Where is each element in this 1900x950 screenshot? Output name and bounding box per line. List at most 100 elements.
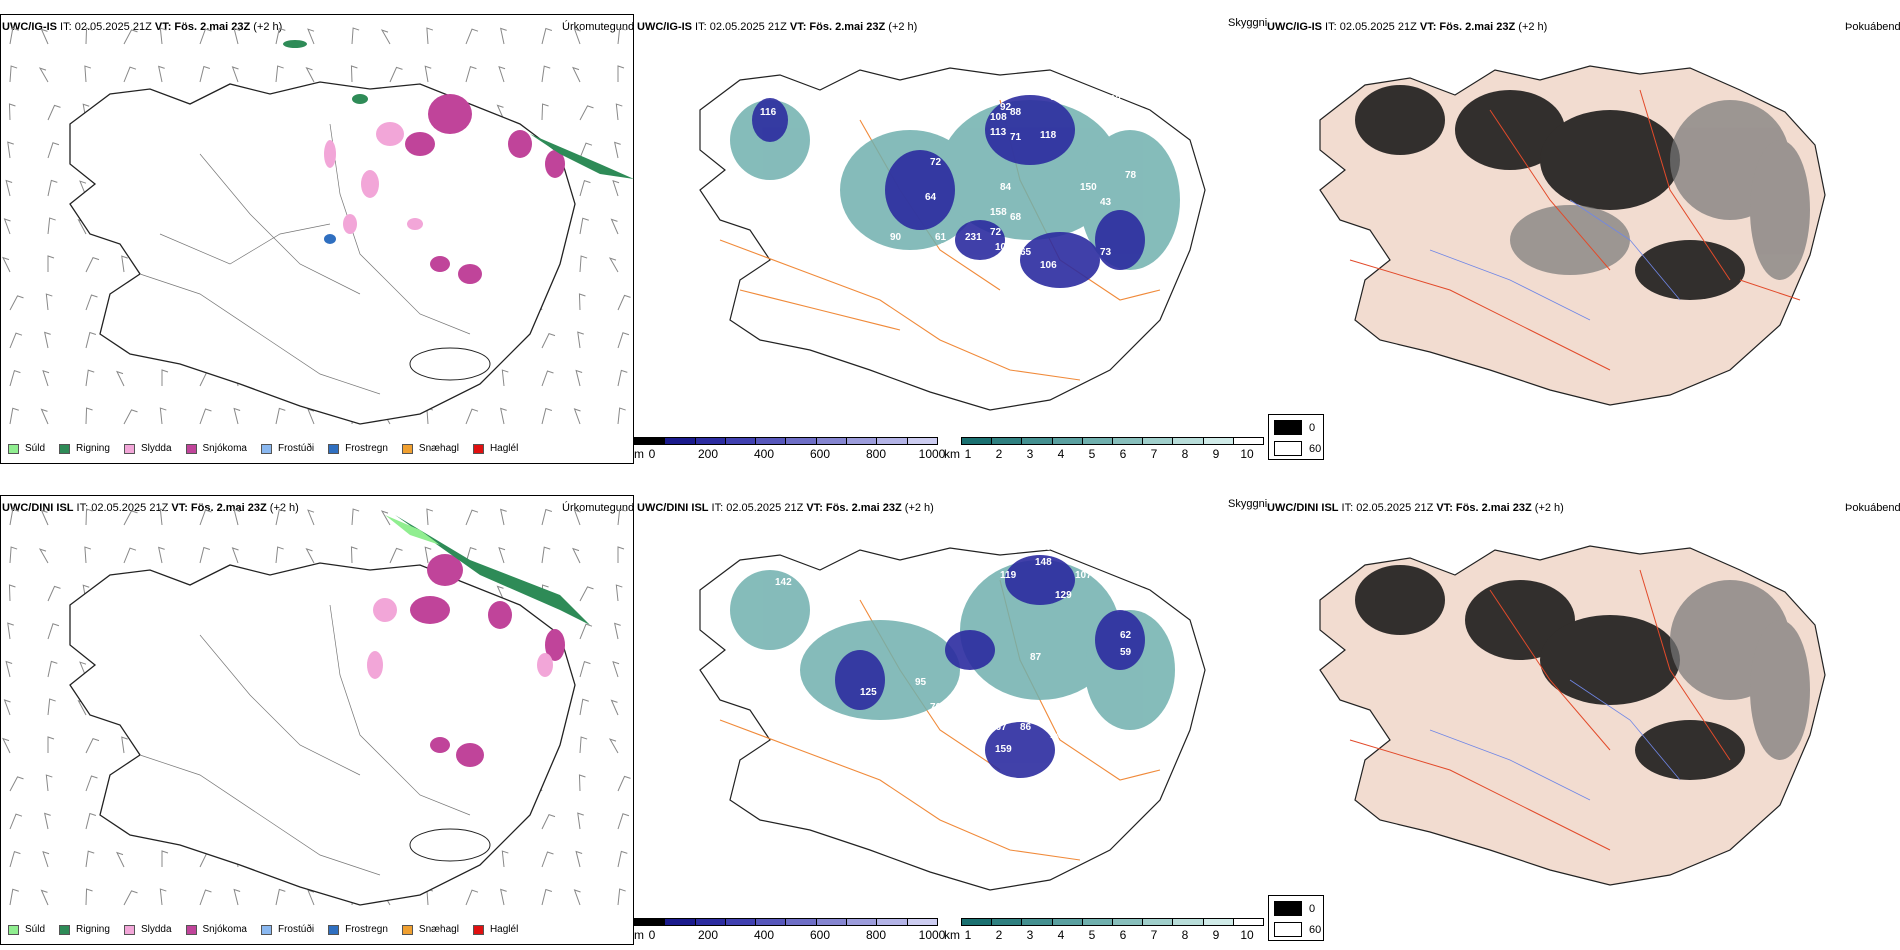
- row2-fog-header: UWC/DINI ISL IT: 02.05.2025 21Z VT: Fös.…: [1267, 502, 1564, 514]
- cloudbase-label: 97: [770, 82, 782, 93]
- wind-barb: [578, 293, 586, 311]
- wind-barb: [610, 699, 619, 716]
- cloudbase-label: 108: [990, 112, 1007, 123]
- cloudbase-label: 90: [890, 232, 902, 243]
- wind-barb: [500, 508, 507, 526]
- wind-barb: [47, 104, 61, 121]
- wind-barb: [123, 29, 138, 45]
- wind-barb: [614, 622, 621, 640]
- legend-swatch: [59, 443, 71, 454]
- wind-barb: [9, 888, 19, 906]
- fog-key-row2: 0 60: [1268, 895, 1324, 941]
- wind-barb: [465, 65, 477, 83]
- cloudbase-label: 73: [1085, 94, 1097, 105]
- legend-label: Rigning: [76, 443, 110, 454]
- colorbar-tick: 9: [1212, 447, 1220, 461]
- wind-barb: [79, 180, 87, 197]
- wind-barb: [617, 850, 628, 868]
- field-title-cloud-2: Skyggni: [1228, 498, 1268, 510]
- wind-barb: [2, 737, 11, 754]
- colorbar-cells: [961, 918, 1264, 926]
- wind-barb: [498, 546, 506, 564]
- wind-barb: [617, 294, 631, 311]
- wind-barb: [199, 509, 212, 526]
- wind-barb: [40, 889, 49, 906]
- model-label: UWC/IG-IS: [2, 21, 57, 33]
- legend-label: Rigning: [76, 924, 110, 935]
- visibility-colorbar-row2: km 1 2 3 4 5 6 7 8 9 10: [944, 918, 1264, 942]
- cloudbase-label: 147: [1050, 730, 1067, 741]
- wind-barb: [307, 509, 315, 526]
- colorbar-tick: 600: [809, 447, 831, 461]
- cloudbase-label: 62: [1120, 630, 1132, 641]
- legend-item: Súld: [8, 443, 45, 454]
- legend-label: Slydda: [140, 443, 172, 454]
- wind-barb: [275, 888, 286, 906]
- wind-barb: [123, 547, 137, 564]
- wind-barb: [9, 850, 21, 868]
- colorbar-unit: m: [634, 928, 644, 942]
- wind-barb: [47, 736, 55, 753]
- wind-barb: [579, 736, 588, 754]
- wind-barb: [116, 370, 125, 387]
- wind-barb: [123, 890, 138, 906]
- wind-barb: [307, 889, 315, 906]
- wind-barb: [8, 584, 16, 602]
- wind-barb: [541, 851, 554, 868]
- cloudbase-label: 106: [1040, 260, 1057, 271]
- wind-barb: [577, 331, 584, 349]
- legend-item: Slydda: [123, 443, 172, 454]
- field-title-precip-2: Úrkomutegund: [562, 502, 635, 514]
- iceland-precip-map-row2: [2, 508, 631, 906]
- cloudbase-label: 73: [1100, 247, 1112, 258]
- wind-barb: [9, 508, 19, 526]
- colorbar-tick: 0: [648, 447, 656, 461]
- wind-barb: [47, 217, 56, 235]
- wind-barb: [501, 850, 509, 868]
- cloudbase-label: 64: [925, 192, 937, 203]
- colorbar-tick: 800: [865, 447, 887, 461]
- cloudbase-label: 65: [1080, 727, 1092, 738]
- wind-barb: [426, 508, 434, 526]
- sleet-blobs: [324, 122, 423, 234]
- cloudbase-label: 167: [990, 722, 1007, 733]
- colorbar-tick: 9: [1212, 928, 1220, 942]
- wind-barb: [541, 546, 551, 564]
- colorbar-tick: 600: [809, 928, 831, 942]
- legend-item: Frostúði: [260, 924, 314, 935]
- cloudbase-label: 88: [1010, 107, 1022, 118]
- wind-barb: [85, 775, 98, 792]
- wind-barb: [541, 814, 556, 830]
- wind-barb: [305, 548, 315, 564]
- wind-barb: [38, 67, 49, 83]
- colorbar-cells: [961, 437, 1264, 445]
- row2-precip-header: UWC/DINI ISL IT: 02.05.2025 21Z VT: Fös.…: [2, 502, 299, 514]
- colorbar-tick: 7: [1150, 447, 1158, 461]
- colorbar-tick: 8: [1181, 928, 1189, 942]
- wind-barb: [44, 331, 51, 349]
- colorbar-unit: km: [944, 928, 960, 942]
- wind-barb: [161, 850, 169, 867]
- legend-swatch: [328, 443, 340, 454]
- wind-barb: [233, 407, 241, 425]
- wind-barb: [578, 774, 586, 792]
- legend-item: Rigning: [59, 924, 110, 935]
- cloudbase-label: 61: [935, 232, 947, 243]
- wind-barb: [44, 812, 51, 830]
- cloudbase-label: 95: [915, 677, 927, 688]
- wind-barb: [123, 409, 138, 425]
- wind-barb: [305, 67, 315, 83]
- cloudbase-label: 148: [1035, 557, 1052, 568]
- wind-barb: [231, 547, 239, 564]
- wind-barb: [612, 179, 620, 197]
- wind-barb: [40, 509, 49, 526]
- wind-barb: [614, 141, 621, 159]
- wind-barb: [85, 294, 98, 311]
- cloudbase-label: 116: [760, 107, 777, 118]
- cloudbase-label: 92: [1000, 102, 1012, 113]
- cloudbase-label: 43: [1100, 197, 1112, 208]
- wind-barb: [575, 369, 583, 387]
- colorbar-tick: 6: [1119, 928, 1127, 942]
- row1-cloud-header: UWC/IG-IS IT: 02.05.2025 21Z VT: Fös. 2.…: [637, 21, 918, 33]
- legend-swatch: [328, 924, 340, 935]
